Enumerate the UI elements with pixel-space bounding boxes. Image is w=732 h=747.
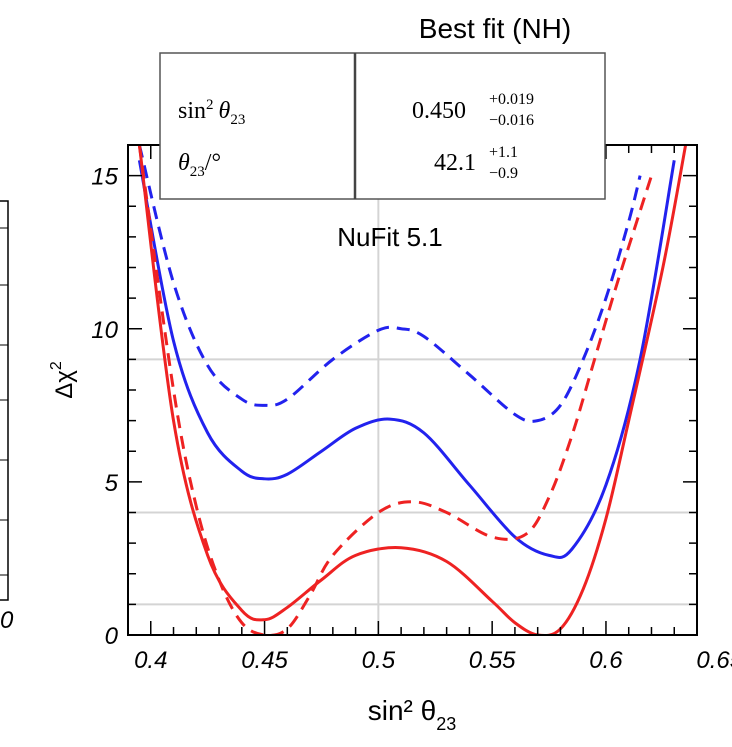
left-panel-tick-label: 0: [0, 607, 14, 634]
reference-lines: [128, 145, 697, 635]
table-row-2-err-down: −0.9: [489, 165, 518, 182]
series-line-1: [137, 145, 642, 423]
x-tick-label-1: 0.45: [241, 647, 288, 674]
table-row-2-value: 42.1: [434, 150, 476, 176]
table-row-2-param: θ23/°: [178, 150, 221, 180]
table-row-1-err-down: −0.016: [489, 112, 534, 129]
series-line-3: [137, 145, 653, 635]
table-row-1-param: sin2 θ23: [178, 97, 245, 128]
x-tick-label-5: 0.65: [696, 647, 732, 674]
table-row-1-err-up: +0.019: [489, 91, 534, 108]
tick-labels: 0.4 0.45 0.5 0.55 0.6 0.65 0 5 10 15: [91, 164, 732, 674]
y-tick-label-2: 10: [91, 317, 118, 344]
y-tick-label-3: 15: [91, 164, 118, 191]
table-box: [159, 52, 606, 200]
series-line-0: [137, 160, 676, 559]
x-tick-label-3: 0.55: [469, 647, 516, 674]
x-tick-label-0: 0.4: [134, 647, 167, 674]
y-tick-label-0: 0: [105, 623, 119, 650]
chart-title: NuFit 5.1: [337, 222, 443, 252]
best-fit-header: Best fit (NH): [419, 13, 571, 44]
x-tick-label-4: 0.6: [589, 647, 623, 674]
series-layer: [137, 145, 688, 635]
y-tick-label-1: 5: [105, 470, 119, 497]
y-axis-title: Δχ2: [48, 361, 78, 399]
table-row-2-err-up: +1.1: [489, 144, 518, 161]
left-panel-fragment: 0: [0, 200, 14, 634]
table-row-1-value: 0.450: [412, 98, 466, 124]
svg-text:Δχ2: Δχ2: [48, 361, 78, 399]
best-fit-table: sin2 θ23 0.450 +0.019 −0.016 θ23/° 42.1 +…: [159, 52, 606, 200]
x-tick-label-2: 0.5: [362, 647, 396, 674]
x-axis-title: sin² θ23: [368, 695, 457, 734]
series-line-2: [137, 145, 688, 635]
